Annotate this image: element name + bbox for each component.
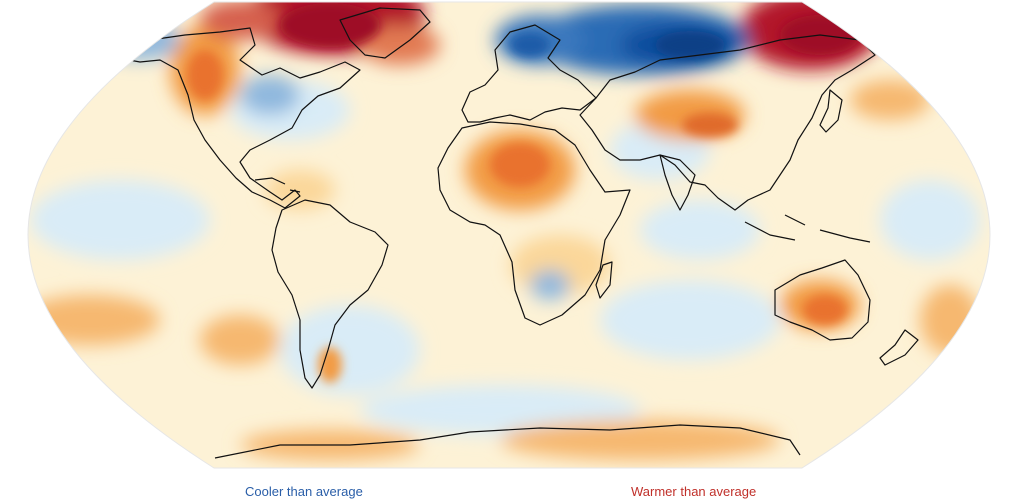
globe-outline	[27, 1, 991, 469]
coastline-greenland	[339, 7, 431, 59]
coastline-india	[659, 154, 696, 211]
coastline-south-america	[271, 199, 389, 389]
coastline-north-america	[117, 27, 361, 209]
coastline-asia	[579, 34, 876, 211]
anomaly-detail	[187, 3, 860, 383]
coastline-africa	[437, 121, 631, 326]
coastline-caribbean	[254, 177, 301, 193]
coastline-madagascar	[595, 261, 613, 299]
coastline-australia	[774, 259, 871, 341]
legend-cooler-label: Cooler than average	[245, 484, 363, 499]
temperature-anomaly-map	[27, 1, 991, 469]
coastline-indonesia	[744, 214, 871, 243]
coastline-japan	[819, 89, 843, 133]
coastline-europe	[461, 24, 597, 123]
coastline-new-zealand	[879, 329, 919, 366]
legend-warmer-label: Warmer than average	[631, 484, 757, 499]
coastline-antarctica	[214, 424, 801, 459]
coastlines	[117, 7, 919, 459]
